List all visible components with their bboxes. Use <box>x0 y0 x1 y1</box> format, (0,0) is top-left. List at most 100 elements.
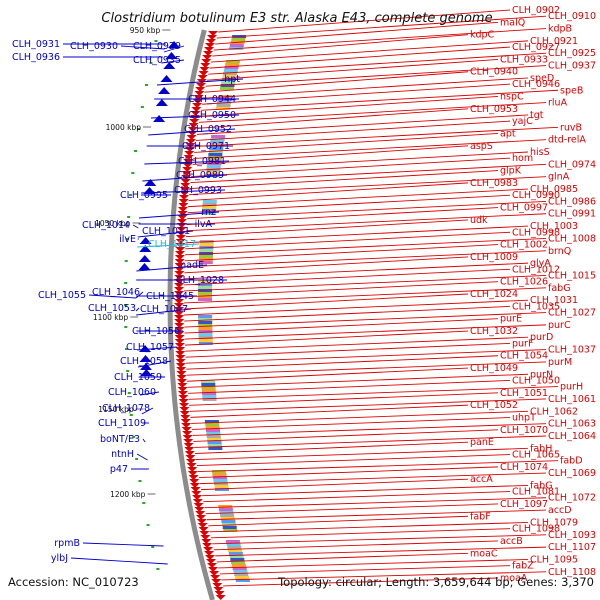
reverse-gene-mark <box>177 387 188 392</box>
feature-block <box>207 162 222 165</box>
feature-block <box>201 383 216 386</box>
left-gene-label: CLH_0950 <box>188 110 236 121</box>
reverse-gene-mark <box>189 119 200 124</box>
left-gene-label: CLH_1011 <box>142 226 190 237</box>
feature-block <box>214 485 229 488</box>
feature-block <box>198 280 213 283</box>
feature-block <box>198 321 213 324</box>
left-gene-label: CLH_0993 <box>174 185 222 196</box>
right-gene-label: CLH_1027 <box>548 308 596 319</box>
reverse-gene-mark <box>174 307 185 312</box>
reverse-gene-mark <box>200 63 211 68</box>
reverse-gene-mark <box>207 35 218 40</box>
tick-dash <box>124 326 128 328</box>
left-gene-label: CLH_1047 <box>140 304 188 315</box>
left-leader-line <box>142 174 228 182</box>
reverse-gene-mark <box>179 187 190 192</box>
left-leader-line <box>137 360 172 368</box>
right-gene-label: CLH_1003 <box>530 221 578 232</box>
reverse-gene-mark <box>176 379 187 384</box>
forward-gene-mark <box>138 255 151 262</box>
reverse-gene-mark <box>199 67 210 72</box>
right-leader-line <box>185 225 529 244</box>
reverse-gene-mark <box>189 479 200 484</box>
reverse-gene-mark <box>188 475 199 480</box>
forward-gene-mark <box>165 52 178 59</box>
feature-block <box>223 529 238 532</box>
right-gene-label: uhpT <box>512 412 536 423</box>
feature-block <box>205 171 220 174</box>
feature-block <box>208 447 223 450</box>
right-gene-label: accB <box>500 536 523 547</box>
reverse-gene-mark <box>175 247 186 252</box>
right-gene-label: fabG <box>548 283 571 294</box>
right-leader-line <box>199 472 547 485</box>
right-leader-line <box>191 410 529 424</box>
reverse-gene-mark <box>191 491 202 496</box>
left-gene-label: CLH_1059 <box>114 372 162 383</box>
reverse-gene-mark <box>212 583 223 588</box>
right-leader-line <box>184 275 547 292</box>
right-leader-line <box>186 207 499 226</box>
reverse-gene-mark <box>175 355 186 360</box>
reverse-gene-mark <box>193 503 204 508</box>
feature-block <box>231 38 246 41</box>
left-leader-line <box>137 230 194 238</box>
right-gene-label: kdpB <box>548 24 572 35</box>
reverse-gene-mark <box>182 167 193 172</box>
right-gene-label: CLH_1074 <box>500 462 548 473</box>
right-leader-line <box>183 287 547 304</box>
feature-block <box>225 63 240 66</box>
left-gene-label: CLH_1053 <box>88 303 136 314</box>
right-leader-line <box>184 318 499 334</box>
tick-dash <box>124 282 128 284</box>
right-leader-line <box>195 126 559 147</box>
right-gene-label: purH <box>560 382 583 393</box>
tick-dash <box>129 414 133 416</box>
feature-block <box>199 243 214 246</box>
right-gene-label: CLH_1079 <box>530 517 578 528</box>
tick-label: 1200 kbp <box>110 490 146 499</box>
tick-dash <box>146 524 150 526</box>
reverse-gene-mark <box>185 143 196 148</box>
left-gene-label: ylbJ <box>51 553 68 564</box>
forward-gene-mark <box>139 355 152 362</box>
reverse-gene-mark <box>177 391 188 396</box>
right-leader-line <box>187 194 511 214</box>
reverse-gene-mark <box>183 159 194 164</box>
right-leader-line <box>188 386 559 400</box>
forward-gene-mark <box>139 245 152 252</box>
right-leader-line <box>184 312 547 328</box>
right-gene-label: CLH_0974 <box>548 159 596 170</box>
forward-gene-mark <box>168 41 181 48</box>
tick-dash <box>137 128 141 130</box>
left-leader-line <box>135 291 144 299</box>
feature-block <box>208 153 223 156</box>
reverse-gene-mark <box>208 567 219 572</box>
reverse-gene-mark <box>209 571 220 576</box>
reverse-gene-mark <box>190 487 201 492</box>
feature-block <box>198 333 213 336</box>
right-leader-line <box>198 466 499 479</box>
left-gene-label: hpt <box>224 74 240 85</box>
right-leader-line <box>184 256 469 274</box>
feature-block <box>219 511 234 514</box>
right-leader-line <box>186 361 547 376</box>
right-gene-label: CLH_1015 <box>548 270 596 281</box>
reverse-gene-mark <box>174 275 185 280</box>
right-leader-line <box>191 157 511 177</box>
right-gene-label: purM <box>548 357 572 368</box>
reverse-gene-mark <box>205 555 216 560</box>
tick-dash <box>125 348 129 350</box>
right-leader-line <box>189 176 547 196</box>
right-gene-label: CLH_0985 <box>530 184 578 195</box>
reverse-gene-mark <box>174 343 185 348</box>
feature-block <box>198 295 213 298</box>
forward-gene-mark <box>155 99 168 106</box>
right-gene-label: CLH_0997 <box>500 203 548 214</box>
left-leader-line <box>163 45 185 53</box>
right-gene-label: CLH_0986 <box>548 196 596 207</box>
feature-block <box>212 476 227 479</box>
